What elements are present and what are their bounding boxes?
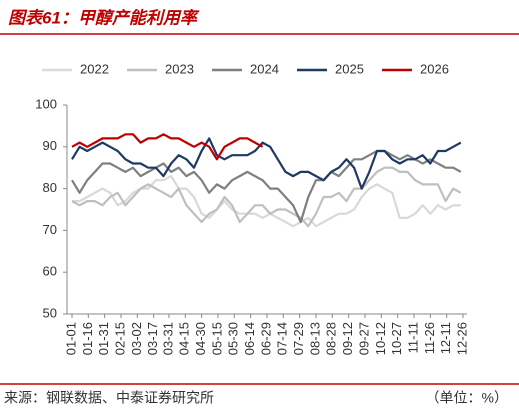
legend-label: 2022: [80, 61, 109, 76]
y-tick-label: 70: [43, 222, 57, 237]
source: 来源：钢联数据、中泰证券研究所: [4, 390, 214, 406]
y-tick-label: 80: [43, 180, 57, 195]
y-tick-label: 100: [35, 96, 57, 111]
chart-title: 图表61：甲醇产能利用率: [8, 8, 200, 27]
x-tick-label: 08-28: [324, 322, 339, 355]
y-tick-label: 90: [43, 138, 57, 153]
x-tick-label: 05-15: [209, 322, 224, 355]
x-tick-label: 06-14: [242, 322, 257, 355]
x-tick-label: 03-02: [129, 322, 144, 355]
x-tick-label: 03-17: [145, 322, 160, 355]
series-line: [72, 175, 461, 228]
x-tick-label: 07-14: [275, 322, 290, 355]
series-line: [71, 149, 462, 224]
x-tick-label: 12-11: [438, 322, 453, 354]
x-tick-label: 12-26: [454, 322, 469, 355]
x-tick-label: 09-12: [340, 322, 355, 355]
series-line: [71, 137, 462, 190]
x-tick-label: 07-29: [291, 322, 306, 355]
x-tick-label: 04-15: [177, 322, 192, 355]
x-tick-label: 04-30: [193, 322, 208, 355]
x-tick-label: 02-15: [112, 322, 127, 355]
legend-label: 2026: [420, 61, 449, 76]
series-line: [71, 133, 264, 161]
legend-label: 2025: [335, 61, 364, 76]
x-tick-label: 01-01: [63, 322, 78, 355]
series-line: [71, 166, 462, 228]
x-tick-label: 11-11: [405, 322, 420, 353]
x-tick-label: 09-27: [356, 322, 371, 355]
x-tick-label: 05-30: [226, 322, 241, 355]
unit: （单位：%）: [426, 390, 508, 406]
x-tick-label: 01-31: [96, 322, 111, 355]
y-tick-label: 50: [43, 305, 57, 320]
x-tick-label: 10-27: [389, 322, 404, 355]
legend-label: 2023: [165, 61, 194, 76]
y-tick-label: 60: [43, 264, 57, 279]
x-tick-label: 03-31: [160, 322, 175, 355]
legend-label: 2024: [250, 61, 279, 76]
x-tick-label: 06-29: [258, 322, 273, 355]
x-tick-label: 01-16: [80, 322, 95, 355]
x-tick-label: 11-26: [422, 322, 437, 354]
x-tick-label: 08-13: [307, 322, 322, 355]
x-tick-label: 10-12: [373, 322, 388, 355]
